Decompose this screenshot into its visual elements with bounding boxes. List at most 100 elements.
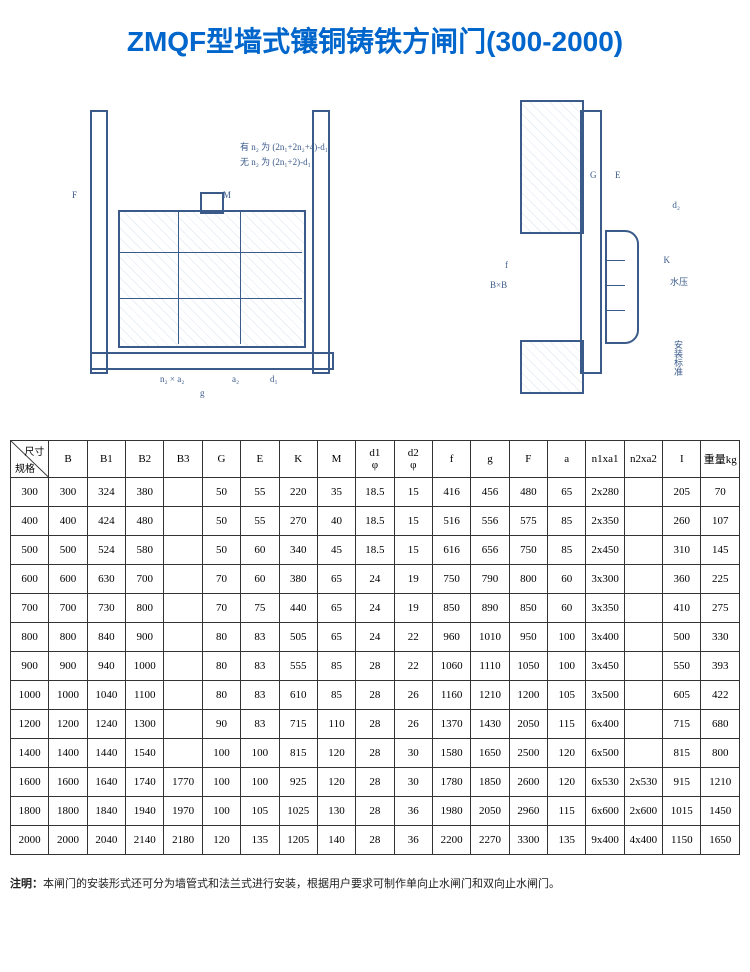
corner-top-label: 尺寸 <box>24 443 44 458</box>
table-cell: 2x600 <box>624 797 662 826</box>
table-cell: 2x350 <box>586 507 624 536</box>
table-cell: 1540 <box>126 739 164 768</box>
table-cell: 35 <box>317 478 355 507</box>
column-header: K <box>279 441 317 478</box>
table-cell: 120 <box>317 768 355 797</box>
table-cell: 730 <box>87 594 125 623</box>
table-cell: 100 <box>241 768 279 797</box>
table-cell: 330 <box>701 623 740 652</box>
label-G-side: G <box>590 170 597 180</box>
table-cell: 6x600 <box>586 797 624 826</box>
column-header: B2 <box>126 441 164 478</box>
table-cell: 2050 <box>471 797 509 826</box>
table-cell: 605 <box>663 681 701 710</box>
table-cell: 424 <box>87 507 125 536</box>
table-cell: 580 <box>126 536 164 565</box>
column-header: f <box>432 441 470 478</box>
table-cell: 270 <box>279 507 317 536</box>
table-cell: 65 <box>317 623 355 652</box>
table-cell: 55 <box>241 507 279 536</box>
table-cell: 3x500 <box>586 681 624 710</box>
table-cell: 28 <box>356 797 394 826</box>
table-cell: 260 <box>663 507 701 536</box>
table-cell: 480 <box>126 507 164 536</box>
table-cell: 2050 <box>509 710 547 739</box>
diagram-area: M 有 n₂ 为 (2n₁+2n₂+4)-d₁ 无 n₂ 为 (2n₁+2)-d… <box>10 80 740 420</box>
table-cell: 120 <box>548 739 586 768</box>
label-yn2: 有 n₂ 为 (2n₁+2n₂+4)-d₁ <box>240 140 370 153</box>
table-cell: 120 <box>548 768 586 797</box>
table-cell: 3x350 <box>586 594 624 623</box>
table-cell: 1200 <box>49 710 87 739</box>
row-header: 800 <box>11 623 49 652</box>
table-cell: 340 <box>279 536 317 565</box>
table-cell: 840 <box>87 623 125 652</box>
column-header: B1 <box>87 441 125 478</box>
table-cell: 65 <box>317 594 355 623</box>
table-cell: 24 <box>356 623 394 652</box>
table-cell: 225 <box>701 565 740 594</box>
table-cell: 1100 <box>126 681 164 710</box>
table-cell: 656 <box>471 536 509 565</box>
table-cell: 70 <box>202 594 240 623</box>
note-label: 注明： <box>10 878 43 890</box>
diagram-side-view: G E d₂ K 水压 B×B 安装标准 f <box>460 100 690 400</box>
table-row: 1200120012401300908371511028261370143020… <box>11 710 740 739</box>
table-cell: 15 <box>394 478 432 507</box>
table-cell <box>164 623 202 652</box>
table-cell: 456 <box>471 478 509 507</box>
table-cell: 28 <box>356 681 394 710</box>
table-cell: 100 <box>202 739 240 768</box>
table-cell: 115 <box>548 710 586 739</box>
table-cell: 1050 <box>509 652 547 681</box>
table-cell <box>624 478 662 507</box>
table-cell: 100 <box>548 623 586 652</box>
table-cell: 915 <box>663 768 701 797</box>
table-cell: 135 <box>241 826 279 855</box>
table-row: 1000100010401100808361085282611601210120… <box>11 681 740 710</box>
table-cell: 380 <box>126 478 164 507</box>
column-header: g <box>471 441 509 478</box>
label-M: M <box>223 190 231 200</box>
table-cell: 1210 <box>471 681 509 710</box>
table-row: 50050052458050603404518.515616656750852x… <box>11 536 740 565</box>
table-cell: 80 <box>202 652 240 681</box>
row-header: 1800 <box>11 797 49 826</box>
table-cell: 1400 <box>49 739 87 768</box>
table-cell: 600 <box>49 565 87 594</box>
column-header: G <box>202 441 240 478</box>
table-cell: 24 <box>356 565 394 594</box>
table-row: 1600160016401740177010010092512028301780… <box>11 768 740 797</box>
table-cell: 6x530 <box>586 768 624 797</box>
table-cell: 15 <box>394 536 432 565</box>
table-cell: 516 <box>432 507 470 536</box>
table-cell: 815 <box>279 739 317 768</box>
table-cell: 1940 <box>126 797 164 826</box>
table-cell: 925 <box>279 768 317 797</box>
table-row: 1400140014401540100100815120283015801650… <box>11 739 740 768</box>
column-header: 重量kg <box>701 441 740 478</box>
table-cell: 1025 <box>279 797 317 826</box>
row-header: 400 <box>11 507 49 536</box>
table-cell: 524 <box>87 536 125 565</box>
table-cell: 715 <box>279 710 317 739</box>
table-cell <box>164 739 202 768</box>
table-cell: 815 <box>663 739 701 768</box>
table-cell: 715 <box>663 710 701 739</box>
table-cell: 6x500 <box>586 739 624 768</box>
table-cell: 440 <box>279 594 317 623</box>
table-cell: 1780 <box>432 768 470 797</box>
table-cell: 324 <box>87 478 125 507</box>
table-cell: 890 <box>471 594 509 623</box>
row-header: 1200 <box>11 710 49 739</box>
table-cell: 85 <box>548 507 586 536</box>
table-cell: 75 <box>241 594 279 623</box>
table-cell: 105 <box>241 797 279 826</box>
table-cell: 140 <box>317 826 355 855</box>
label-K-side: K <box>664 255 671 265</box>
table-cell: 90 <box>202 710 240 739</box>
label-E-side: E <box>615 170 621 180</box>
table-cell <box>164 536 202 565</box>
corner-bottom-label: 规格 <box>15 460 35 475</box>
table-cell: 3x300 <box>586 565 624 594</box>
